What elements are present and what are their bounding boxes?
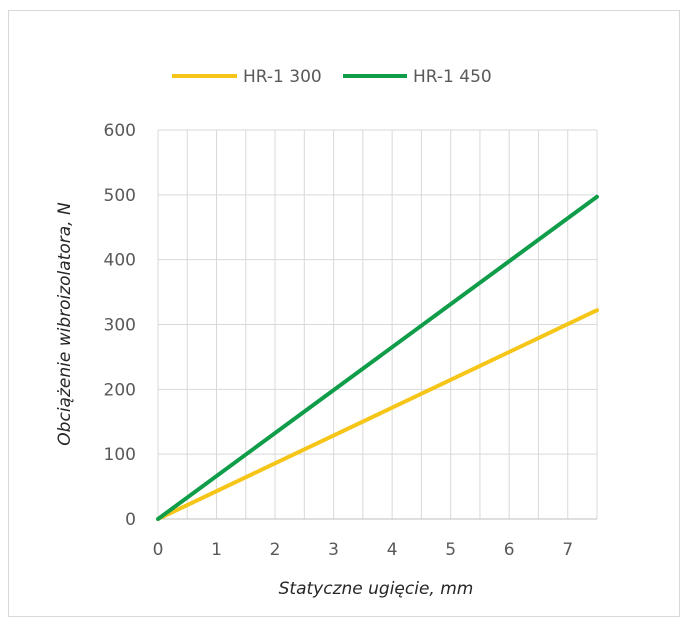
series-layer xyxy=(156,194,599,521)
x-tick-label-1: 1 xyxy=(211,540,222,560)
x-tick-label-3: 3 xyxy=(328,540,339,560)
legend: HR-1 300 HR-1 450 xyxy=(172,67,492,87)
x-tick-label-7: 7 xyxy=(562,540,573,560)
x-axis-title: Statyczne ugięcie, mm xyxy=(279,579,474,599)
y-tick-label-3: 300 xyxy=(104,316,136,336)
y-tick-labels: 0 100 200 300 400 500 600 xyxy=(104,121,136,530)
x-tick-label-2: 2 xyxy=(270,540,281,560)
y-axis-title: Obciążenie wibroizolatora, N xyxy=(55,202,75,446)
grid-lines xyxy=(157,129,598,520)
y-tick-label-4: 400 xyxy=(104,251,136,271)
series-line-hr-1-300 xyxy=(156,308,599,521)
y-tick-label-1: 100 xyxy=(104,445,136,465)
x-tick-labels: 0 1 2 3 4 5 6 7 xyxy=(153,540,574,560)
legend-label-hr-1-300: HR-1 300 xyxy=(243,67,322,87)
x-tick-label-6: 6 xyxy=(504,540,515,560)
x-tick-label-5: 5 xyxy=(445,540,456,560)
y-tick-label-5: 500 xyxy=(104,186,136,206)
y-tick-label-2: 200 xyxy=(104,380,136,400)
x-tick-label-4: 4 xyxy=(387,540,398,560)
y-tick-label-6: 600 xyxy=(104,121,136,141)
y-tick-label-0: 0 xyxy=(125,510,136,530)
series-line-hr-1-450 xyxy=(156,194,599,521)
x-tick-label-0: 0 xyxy=(153,540,164,560)
legend-label-hr-1-450: HR-1 450 xyxy=(413,67,492,87)
